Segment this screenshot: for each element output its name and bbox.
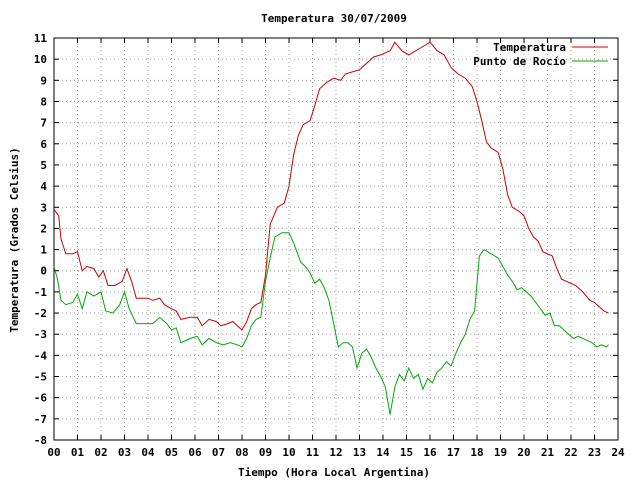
y-tick-label: -3 <box>34 328 47 341</box>
x-tick-label: 15 <box>400 446 413 459</box>
grid-lines <box>53 37 619 441</box>
x-tick-label: 09 <box>259 446 272 459</box>
y-tick-label: 4 <box>40 180 47 193</box>
x-tick-label: 12 <box>329 446 342 459</box>
y-tick-label: 1 <box>40 244 47 257</box>
x-tick-label: 11 <box>306 446 320 459</box>
y-tick-label: -8 <box>34 434 47 447</box>
y-tick-label: -7 <box>34 413 47 426</box>
chart-title: Temperatura 30/07/2009 <box>261 12 407 25</box>
y-tick-label: 3 <box>40 201 47 214</box>
x-tick-label: 00 <box>47 446 60 459</box>
x-tick-label: 19 <box>494 446 507 459</box>
x-axis-ticks: 00 01 02 03 04 05 06 07 08 09 10 11 12 13 14 15 16 17 18 19… <box>47 38 625 459</box>
y-tick-label: -6 <box>34 392 48 405</box>
x-tick-label: 05 <box>165 446 178 459</box>
y-tick-label: 7 <box>40 117 47 130</box>
series-line-1 <box>53 232 609 415</box>
series-lines <box>53 41 609 415</box>
x-tick-label: 22 <box>564 446 577 459</box>
x-tick-label: 01 <box>71 446 85 459</box>
y-tick-label: 9 <box>40 74 47 87</box>
x-tick-label: 02 <box>94 446 107 459</box>
x-tick-label: 06 <box>188 446 202 459</box>
x-tick-label: 10 <box>282 446 295 459</box>
legend-label: Temperatura <box>493 41 566 54</box>
series-line-0 <box>53 41 609 331</box>
y-tick-label: 10 <box>34 53 47 66</box>
y-tick-label: -4 <box>34 349 48 362</box>
x-tick-label: 21 <box>541 446 555 459</box>
y-tick-label: -2 <box>34 307 47 320</box>
y-tick-label: 6 <box>40 138 47 151</box>
x-tick-label: 13 <box>353 446 366 459</box>
x-tick-label: 14 <box>376 446 390 459</box>
x-tick-label: 16 <box>423 446 437 459</box>
y-tick-label: 2 <box>40 222 47 235</box>
x-tick-label: 24 <box>611 446 625 459</box>
x-tick-label: 08 <box>235 446 248 459</box>
x-tick-label: 03 <box>118 446 131 459</box>
y-axis-ticks: -8 -7 -6 -5 -4 -3 -2 -1 0 1 2 3 4 5 6 7 8 9 10 11 <box>34 32 618 447</box>
x-tick-label: 04 <box>141 446 155 459</box>
y-tick-label: 8 <box>40 95 47 108</box>
x-tick-label: 07 <box>212 446 225 459</box>
y-axis-label: Temperatura (Grados Celsius) <box>8 147 21 332</box>
x-tick-label: 20 <box>517 446 530 459</box>
legend-label: Punto de Rocío <box>473 55 566 68</box>
x-tick-label: 18 <box>470 446 483 459</box>
x-tick-label: 23 <box>588 446 601 459</box>
y-tick-label: 11 <box>34 32 48 45</box>
x-axis-label: Tiempo (Hora Local Argentina) <box>238 466 430 479</box>
y-tick-label: -5 <box>34 371 47 384</box>
y-tick-label: -1 <box>34 286 48 299</box>
y-tick-label: 0 <box>40 265 47 278</box>
x-tick-label: 17 <box>447 446 460 459</box>
y-tick-label: 5 <box>40 159 47 172</box>
